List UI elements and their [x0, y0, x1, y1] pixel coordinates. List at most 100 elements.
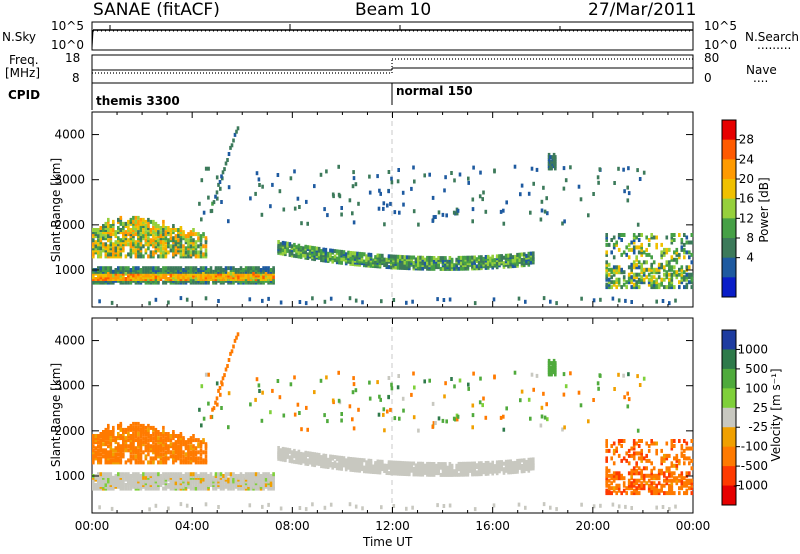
radar-cell [615, 486, 618, 491]
radar-cell [617, 166, 620, 171]
radar-cell [673, 491, 676, 496]
radar-cell [98, 299, 101, 304]
radar-cell [554, 361, 557, 366]
radar-cell [117, 242, 120, 247]
radar-cell [132, 236, 135, 241]
radar-cell [232, 472, 235, 477]
radar-cell [114, 454, 118, 459]
radar-cell [299, 460, 303, 465]
radar-cell [134, 242, 138, 247]
radar-cell [154, 278, 158, 283]
colorbar-swatch [722, 349, 736, 370]
radar-cell [92, 230, 95, 235]
radar-cell [630, 486, 633, 491]
colorbar-label: -500 [741, 459, 768, 473]
radar-cell [668, 247, 671, 252]
radar-cell [657, 473, 661, 478]
radar-cell [202, 438, 205, 443]
radar-cell [670, 275, 674, 280]
radar-cell [529, 251, 533, 256]
radar-cell [114, 446, 118, 451]
radar-cell [668, 471, 671, 476]
radar-cell [144, 230, 148, 235]
radar-cell [450, 171, 453, 175]
radar-cell [182, 454, 185, 459]
radar-cell [690, 280, 694, 285]
nave-label: Nave [746, 63, 777, 77]
radar-cell [369, 252, 373, 257]
radar-cell [540, 199, 544, 204]
radar-cell [445, 419, 448, 424]
radar-cell [520, 257, 524, 262]
radar-cell [102, 266, 105, 271]
radar-cell [650, 233, 653, 237]
radar-cell [396, 265, 400, 270]
radar-cell [124, 224, 128, 228]
radar-cell [673, 233, 676, 237]
radar-cell [647, 458, 651, 463]
radar-cell [137, 248, 140, 253]
radar-cell [269, 204, 272, 209]
radar-cell [197, 232, 200, 237]
radar-cell [169, 266, 173, 271]
radar-cell [320, 455, 323, 460]
radar-cell [680, 476, 684, 481]
radar-cell [630, 267, 633, 272]
radar-cell [663, 478, 666, 483]
radar-cell [673, 270, 676, 275]
radar-cell [605, 483, 608, 488]
radar-cell [668, 260, 671, 265]
radar-cell [311, 459, 314, 464]
radar-cell [650, 255, 653, 260]
radar-cell [481, 403, 484, 408]
radar-cell [673, 471, 676, 476]
radar-cell [650, 483, 653, 488]
radar-cell [530, 166, 534, 171]
radar-cell [232, 266, 235, 271]
radar-cell [547, 358, 551, 363]
radar-cell [147, 442, 150, 447]
radar-cell [182, 268, 185, 272]
radar-cell [652, 486, 656, 491]
radar-cell [394, 258, 398, 263]
radar-cell [302, 246, 305, 251]
radar-cell [184, 481, 188, 486]
radar-cell [139, 438, 143, 443]
radar-cell [385, 463, 389, 468]
radar-cell [382, 201, 386, 206]
colorbar-label: 8 [746, 231, 754, 245]
radar-cell [690, 277, 694, 282]
radar-cell [399, 460, 402, 465]
radar-cell [204, 244, 208, 249]
radar-cell [635, 488, 638, 493]
radar-cell [547, 164, 551, 169]
radar-cell [612, 245, 616, 250]
radar-cell [129, 252, 133, 257]
radar-cell [204, 502, 208, 507]
radar-cell [239, 486, 243, 491]
radar-cell [167, 230, 170, 235]
radar-cell [632, 272, 636, 277]
radar-cell [235, 335, 238, 340]
radar-cell [279, 300, 283, 305]
radar-cell [657, 488, 661, 493]
radar-cell [172, 450, 175, 455]
radar-cell [117, 236, 120, 241]
radar-cell [117, 226, 120, 230]
radar-cell [625, 245, 628, 250]
colorbar-swatch [722, 466, 736, 487]
radar-cell [92, 436, 95, 441]
radar-cell [554, 157, 557, 162]
radar-cell [612, 461, 616, 466]
radar-cell [326, 213, 329, 218]
radar-cell [199, 452, 203, 457]
radar-cell [408, 461, 411, 466]
radar-cell [408, 264, 411, 269]
radar-cell [344, 252, 348, 257]
radar-cell [637, 265, 641, 270]
radar-cell [264, 277, 268, 281]
radar-cell [642, 277, 646, 282]
radar-cell [625, 458, 628, 463]
radar-cell [668, 265, 671, 270]
radar-cell [149, 242, 153, 247]
